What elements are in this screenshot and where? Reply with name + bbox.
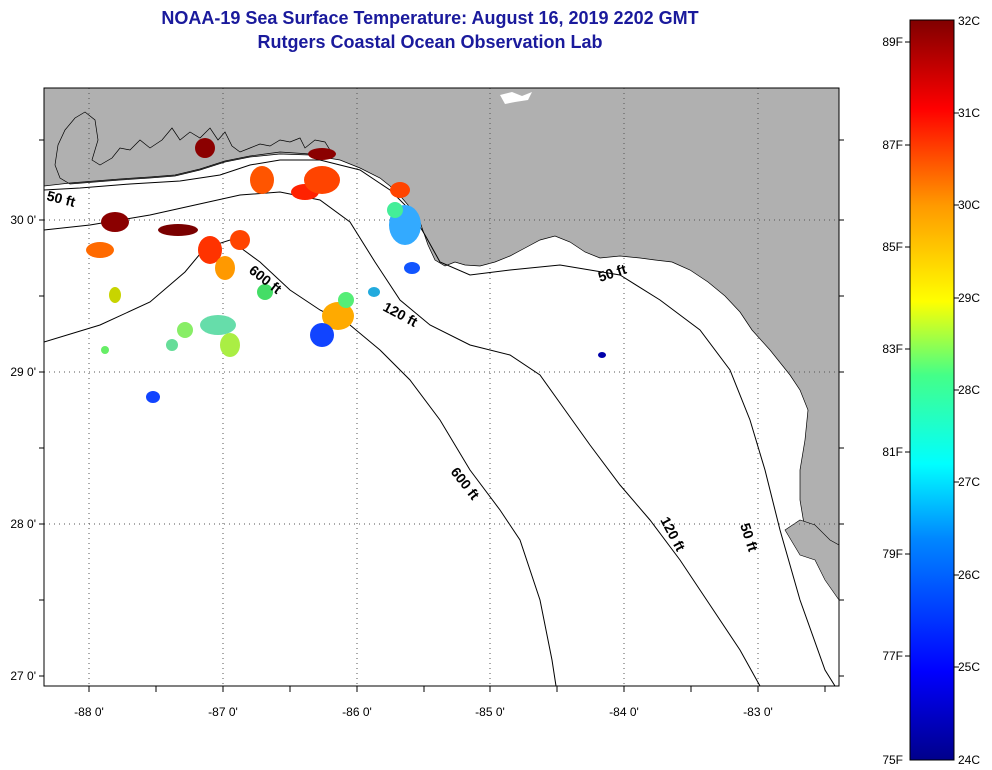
colorbar-ticks <box>905 41 959 668</box>
cb-fahrenheit-label: 89F <box>882 35 903 49</box>
sst-patch <box>250 166 274 194</box>
cb-celsius-label: 27C <box>958 475 980 489</box>
cb-fahrenheit-label: 75F <box>882 753 903 767</box>
sst-patch <box>177 322 193 338</box>
lon-label-85: -85 0' <box>475 705 505 719</box>
cb-celsius-label: 24C <box>958 753 980 767</box>
sst-patch <box>257 284 273 300</box>
cb-celsius-label: 31C <box>958 106 980 120</box>
sst-patch <box>101 212 129 232</box>
sst-patch <box>387 202 403 218</box>
map-subtitle: Rutgers Coastal Ocean Observation Lab <box>257 32 603 52</box>
land-mass <box>44 88 839 561</box>
tick-marks <box>39 139 844 692</box>
lon-label-86: -86 0' <box>342 705 372 719</box>
sst-patch <box>322 302 354 330</box>
sst-patch <box>598 352 606 358</box>
sst-patch <box>368 287 380 297</box>
sst-patch <box>146 391 160 403</box>
lat-label-29: 29 0' <box>10 365 36 379</box>
sst-patch <box>198 236 222 264</box>
cb-celsius-label: 28C <box>958 383 980 397</box>
sst-patch <box>338 292 354 308</box>
land-peninsula <box>784 519 839 601</box>
cb-celsius-label: 29C <box>958 291 980 305</box>
lat-label-28: 28 0' <box>10 517 36 531</box>
map-title: NOAA-19 Sea Surface Temperature: August … <box>161 8 699 28</box>
lat-label-30: 30 0' <box>10 213 36 227</box>
sst-patch <box>390 182 410 198</box>
lon-label-87: -87 0' <box>208 705 238 719</box>
sst-patch <box>158 224 198 236</box>
sst-patch <box>215 256 235 280</box>
sst-patch <box>101 346 109 354</box>
sst-patch <box>200 315 236 335</box>
cb-fahrenheit-label: 87F <box>882 138 903 152</box>
cb-celsius-label: 26C <box>958 568 980 582</box>
lat-label-27: 27 0' <box>10 669 36 683</box>
cb-fahrenheit-label: 79F <box>882 547 903 561</box>
sst-patch <box>308 148 336 160</box>
sst-patch <box>195 138 215 158</box>
colorbar <box>909 19 955 761</box>
cb-celsius-label: 25C <box>958 660 980 674</box>
sst-data-patches <box>86 138 606 403</box>
sst-patch <box>404 262 420 274</box>
isobath-label: 50 ft <box>45 187 77 210</box>
cb-celsius-label: 32C <box>958 14 980 28</box>
lon-label-84: -84 0' <box>609 705 639 719</box>
sst-patch <box>220 333 240 357</box>
cb-fahrenheit-label: 81F <box>882 445 903 459</box>
sst-patch <box>109 287 121 303</box>
cb-celsius-label: 30C <box>958 198 980 212</box>
lake <box>500 92 532 104</box>
cb-fahrenheit-label: 85F <box>882 240 903 254</box>
cb-fahrenheit-label: 77F <box>882 649 903 663</box>
cb-fahrenheit-label: 83F <box>882 342 903 356</box>
sst-patch <box>310 323 334 347</box>
map-frame <box>43 87 840 687</box>
lon-label-88: -88 0' <box>74 705 104 719</box>
sst-patch <box>166 339 178 351</box>
sst-patch <box>304 166 340 194</box>
sst-patch <box>230 230 250 250</box>
sst-patch <box>86 242 114 258</box>
lon-label-83: -83 0' <box>743 705 773 719</box>
